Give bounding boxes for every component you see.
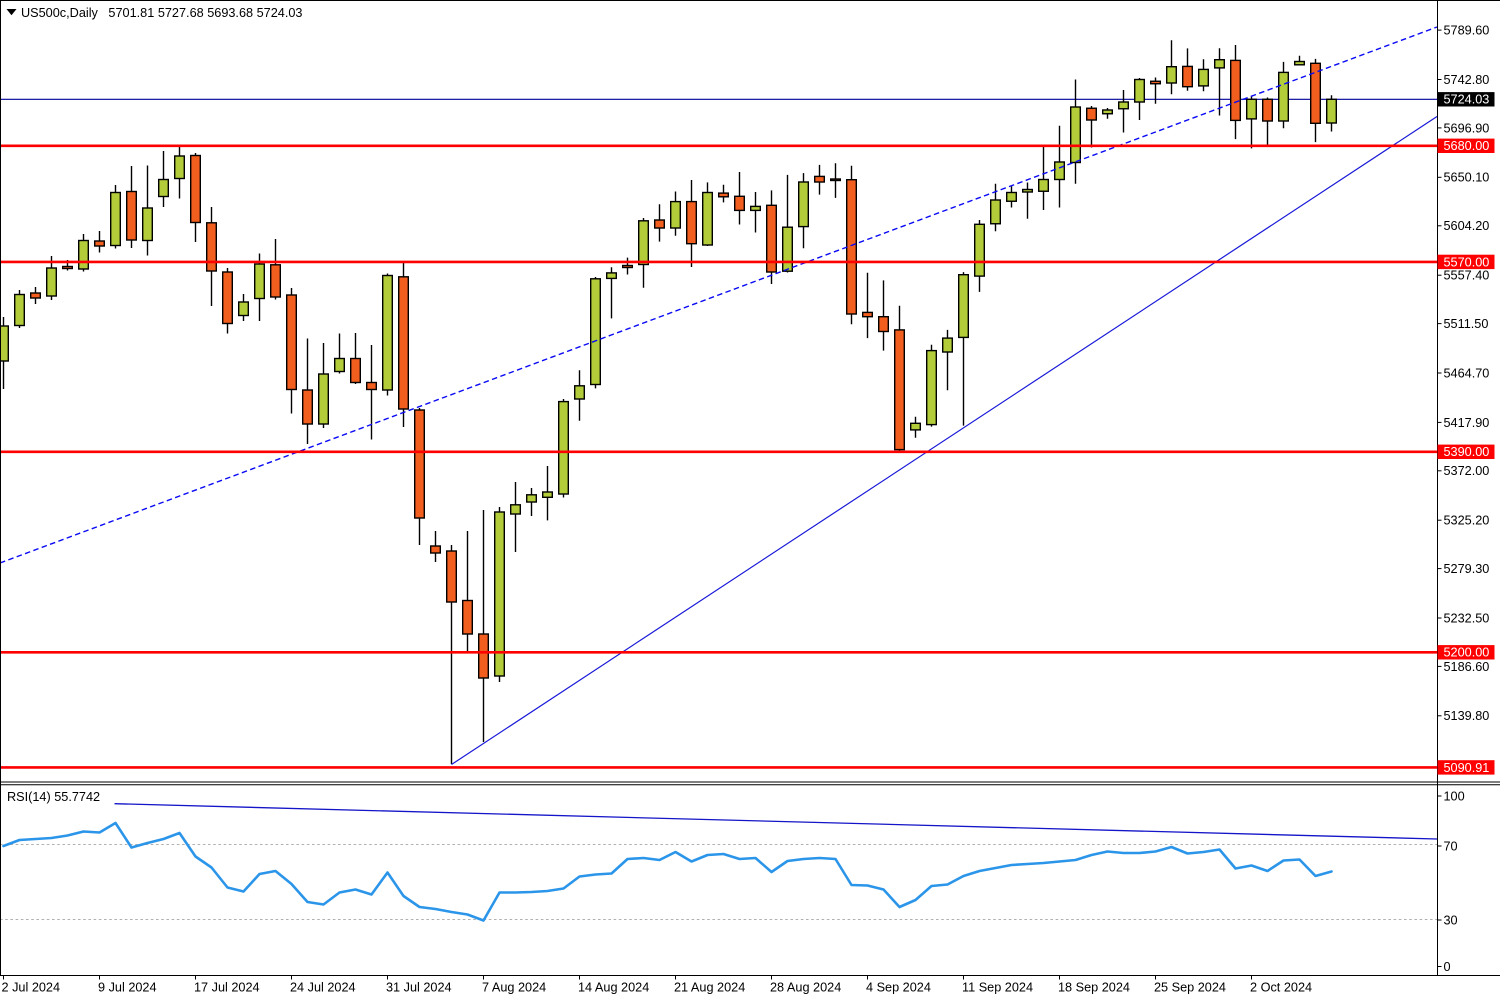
svg-text:30: 30 <box>1444 913 1458 927</box>
svg-text:5186.60: 5186.60 <box>1444 660 1490 674</box>
svg-text:5090.91: 5090.91 <box>1444 761 1490 775</box>
svg-text:2 Oct 2024: 2 Oct 2024 <box>1250 981 1312 995</box>
svg-text:21 Aug 2024: 21 Aug 2024 <box>674 981 745 995</box>
svg-text:5557.40: 5557.40 <box>1444 269 1490 283</box>
svg-text:5139.80: 5139.80 <box>1444 709 1490 723</box>
svg-text:5325.20: 5325.20 <box>1444 514 1490 528</box>
svg-text:5789.60: 5789.60 <box>1444 24 1490 38</box>
svg-text:11 Sep 2024: 11 Sep 2024 <box>962 981 1033 995</box>
svg-text:100: 100 <box>1444 789 1465 803</box>
svg-text:24 Jul 2024: 24 Jul 2024 <box>290 981 356 995</box>
svg-text:5650.10: 5650.10 <box>1444 171 1490 185</box>
svg-text:US500c,Daily 5701.81 5727.68: US500c,Daily 5701.81 5727.68 5693.68 572… <box>21 6 302 20</box>
svg-text:5680.00: 5680.00 <box>1444 139 1490 153</box>
svg-text:5604.20: 5604.20 <box>1444 219 1490 233</box>
svg-text:14 Aug 2024: 14 Aug 2024 <box>578 981 649 995</box>
svg-text:5464.70: 5464.70 <box>1444 366 1490 380</box>
svg-text:5417.90: 5417.90 <box>1444 416 1490 430</box>
svg-text:0: 0 <box>1444 960 1451 974</box>
svg-text:5511.50: 5511.50 <box>1444 317 1489 331</box>
svg-text:17 Jul 2024: 17 Jul 2024 <box>194 981 260 995</box>
svg-text:7 Aug 2024: 7 Aug 2024 <box>482 981 546 995</box>
svg-text:18 Sep 2024: 18 Sep 2024 <box>1058 981 1130 995</box>
svg-text:31 Jul 2024: 31 Jul 2024 <box>386 981 452 995</box>
svg-text:5372.00: 5372.00 <box>1444 464 1490 478</box>
svg-text:5390.00: 5390.00 <box>1444 445 1490 459</box>
svg-text:5200.00: 5200.00 <box>1444 646 1490 660</box>
svg-text:5570.00: 5570.00 <box>1444 255 1490 269</box>
svg-text:28 Aug 2024: 28 Aug 2024 <box>770 981 841 995</box>
svg-text:5696.90: 5696.90 <box>1444 121 1490 135</box>
svg-text:5724.03: 5724.03 <box>1444 92 1490 106</box>
svg-text:5279.30: 5279.30 <box>1444 562 1490 576</box>
svg-text:2 Jul 2024: 2 Jul 2024 <box>2 981 61 995</box>
svg-text:5232.50: 5232.50 <box>1444 611 1490 625</box>
svg-text:9 Jul 2024: 9 Jul 2024 <box>98 981 157 995</box>
svg-text:5742.80: 5742.80 <box>1444 73 1490 87</box>
svg-text:4 Sep 2024: 4 Sep 2024 <box>866 981 931 995</box>
svg-text:25 Sep 2024: 25 Sep 2024 <box>1154 981 1226 995</box>
svg-text:RSI(14) 55.7742: RSI(14) 55.7742 <box>7 790 100 804</box>
svg-text:70: 70 <box>1444 839 1458 853</box>
